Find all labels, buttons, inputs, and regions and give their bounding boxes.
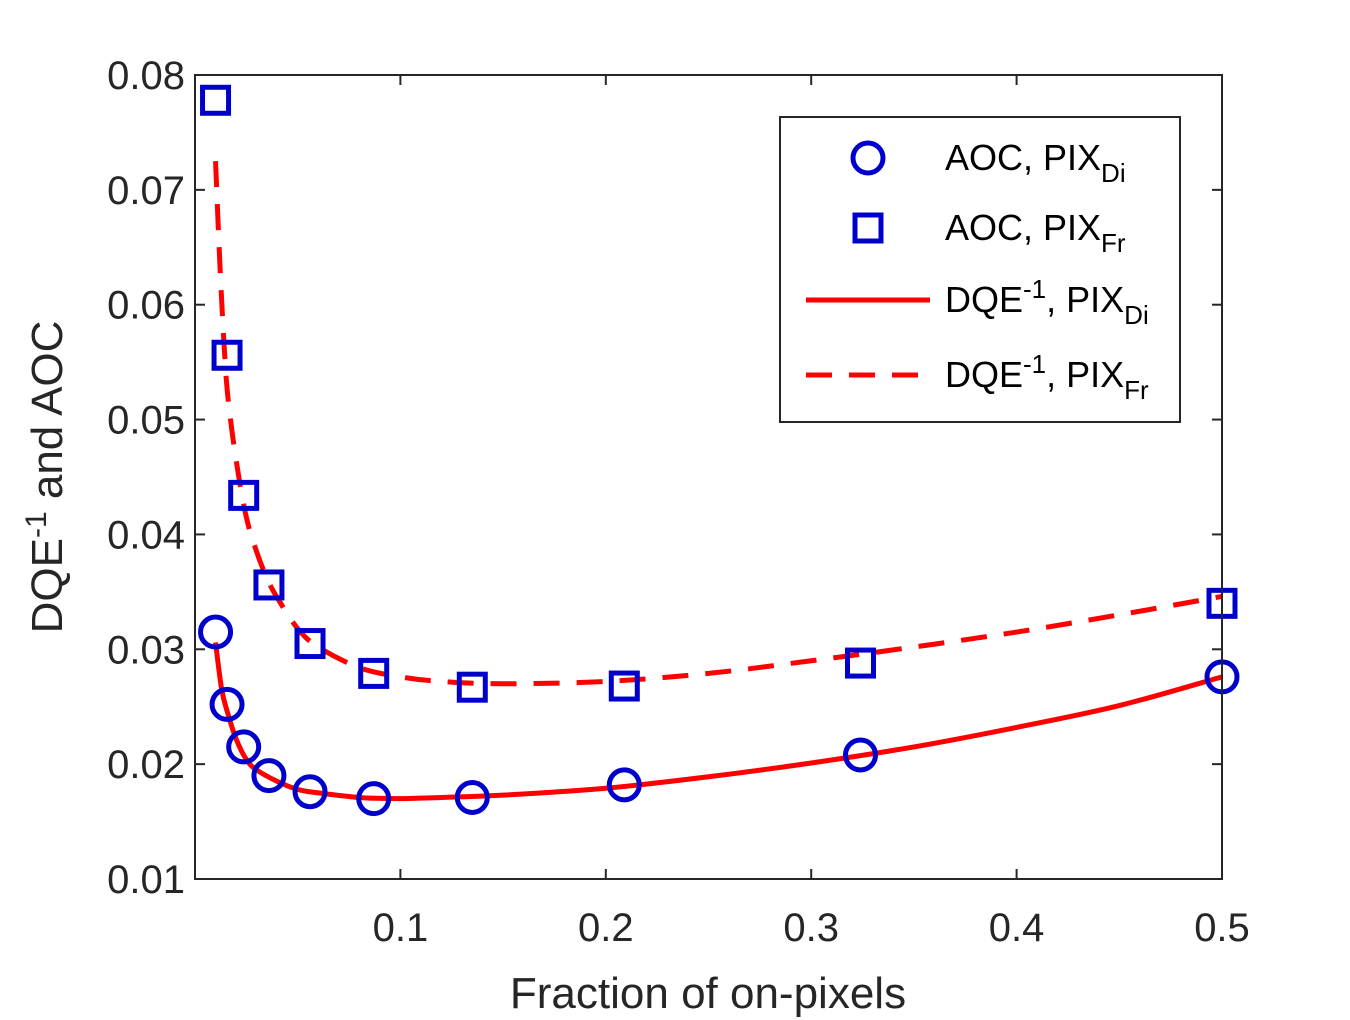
plot-frame <box>194 74 1223 880</box>
ticks-layer: 0.01 0.02 0.03 0.04 0.05 0.06 0.07 0.08 0.1 0.2 0.… <box>107 54 1250 950</box>
data-point-square <box>294 628 326 660</box>
data-point-circle <box>842 737 878 773</box>
y-tick-label: 0.06 <box>107 284 185 328</box>
x-tick-label: 0.2 <box>578 906 634 950</box>
y-tick-label: 0.04 <box>107 513 185 557</box>
y-axis-title-rest: and AOC <box>23 321 72 512</box>
data-point-circle <box>606 767 642 803</box>
data-point-circle <box>454 779 490 815</box>
x-tick-label: 0.5 <box>1194 906 1250 950</box>
series-layer <box>198 84 1240 817</box>
legend-label: AOC, PIXDi <box>945 137 1126 188</box>
y-axis-title: DQE-1 and AOC <box>20 321 72 634</box>
data-point-circle <box>209 686 245 722</box>
legend-marker-circle <box>850 140 886 176</box>
legend-box <box>779 116 1181 423</box>
data-point-circle <box>251 758 287 794</box>
y-axis-title-base: DQE <box>23 538 72 633</box>
legend-label: AOC, PIXFr <box>945 207 1126 258</box>
legend: AOC, PIXDi AOC, PIXFr DQE-1, PIXDi DQE-1, P… <box>779 116 1181 423</box>
x-tick-label: 0.4 <box>989 906 1045 950</box>
data-point-square <box>200 84 232 116</box>
series-line <box>213 642 1223 802</box>
data-point-square <box>253 569 285 601</box>
x-tick-label: 0.1 <box>373 906 429 950</box>
data-point-square <box>358 657 390 689</box>
y-tick-label: 0.01 <box>107 858 185 902</box>
legend-marker-square <box>852 212 884 244</box>
y-tick-label: 0.08 <box>107 54 185 98</box>
series-line <box>213 161 1223 687</box>
y-tick-label: 0.05 <box>107 399 185 443</box>
y-axis-title-sup: -1 <box>20 511 53 538</box>
y-tick-label: 0.02 <box>107 743 185 787</box>
data-point-square <box>608 670 640 702</box>
data-point-square <box>211 339 243 371</box>
data-point-circle <box>356 781 392 817</box>
y-tick-label: 0.03 <box>107 628 185 672</box>
y-tick-label: 0.07 <box>107 169 185 213</box>
data-point-square <box>228 479 260 511</box>
x-axis-title: Fraction of on-pixels <box>510 969 906 1018</box>
data-point-square <box>844 647 876 679</box>
data-point-circle <box>198 614 234 650</box>
x-tick-label: 0.3 <box>783 906 839 950</box>
data-point-circle <box>226 729 262 765</box>
legend-label: DQE-1, PIXDi <box>945 274 1149 330</box>
data-point-square <box>456 671 488 703</box>
legend-label: DQE-1, PIXFr <box>945 349 1149 405</box>
data-point-circle <box>292 774 328 810</box>
